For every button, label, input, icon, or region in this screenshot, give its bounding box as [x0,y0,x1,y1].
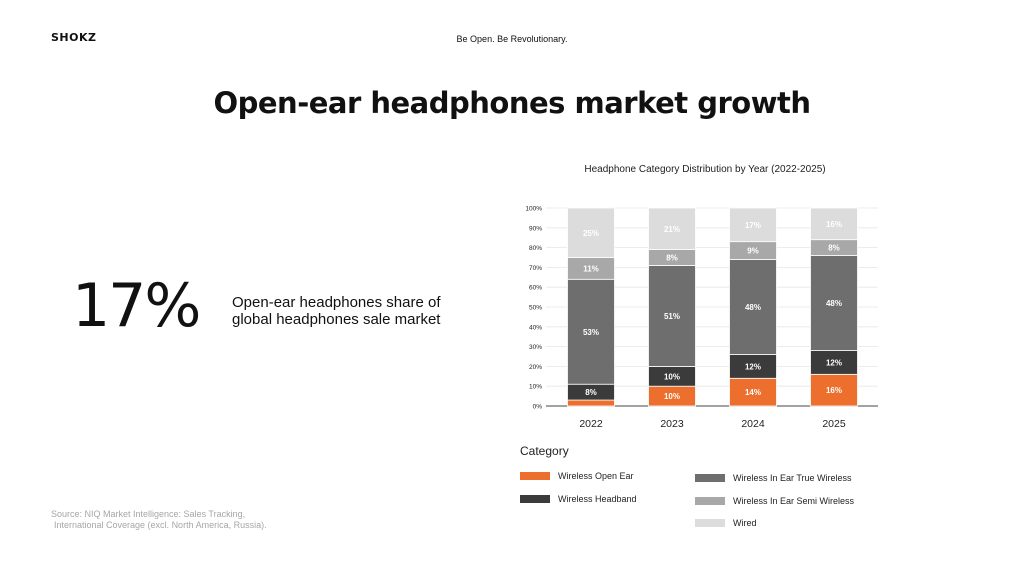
y-tick-label: 70% [529,265,542,272]
data-label: 21% [664,225,680,234]
data-label: 10% [664,372,680,381]
legend-label: Wireless In Ear Semi Wireless [733,496,855,506]
legend-label: Wireless Headband [558,494,637,504]
data-label: 17% [745,221,761,230]
legend-swatch [695,497,725,505]
data-label: 10% [664,392,680,401]
bar-segment [567,278,615,385]
y-tick-label: 0% [533,404,543,411]
legend-swatch [520,495,550,503]
shokz-logo: SHOKZ [51,31,97,44]
bar-segment [567,399,615,407]
data-label: 16% [826,220,842,229]
data-label: 53% [583,328,599,337]
data-label: 48% [826,299,842,308]
chart-title: Headphone Category Distribution by Year … [584,164,826,175]
x-tick-label: 2024 [741,418,765,430]
data-label: 8% [666,254,678,263]
x-tick-label: 2025 [822,418,846,430]
stat-description: Open-ear headphones share of global head… [232,294,441,328]
legend-label: Wireless In Ear True Wireless [733,473,852,483]
x-tick-label: 2023 [660,418,684,430]
bar-segment [810,255,858,351]
data-label: 25% [583,229,599,238]
data-label: 12% [745,362,761,371]
data-label: 9% [747,247,759,256]
y-tick-label: 80% [529,245,542,252]
bar-segment [729,207,777,243]
legend-title: Category [520,444,569,458]
data-label: 14% [745,388,761,397]
data-label: 11% [583,264,599,273]
stat-value: 17% [72,271,201,341]
source-line-2: International Coverage (excl. North Amer… [54,520,267,530]
y-tick-label: 40% [529,324,542,331]
data-label: 48% [745,303,761,312]
data-label: 16% [826,386,842,395]
legend-swatch [695,474,725,482]
page-title: Open-ear headphones market growth [213,86,811,120]
data-label: 8% [585,388,597,397]
bar-segment [567,207,615,258]
data-label: 12% [826,358,842,367]
bar-segment [648,265,696,367]
y-tick-label: 60% [529,285,542,292]
y-tick-label: 20% [529,364,542,371]
source-line-1: Source: NIQ Market Intelligence: Sales T… [51,509,246,519]
data-label: 51% [664,312,680,321]
y-tick-label: 50% [529,305,542,312]
legend-label: Wireless Open Ear [558,471,634,481]
y-tick-label: 100% [525,206,542,213]
tagline: Be Open. Be Revolutionary. [456,34,568,44]
y-tick-label: 90% [529,225,542,232]
bar-segment [810,207,858,241]
source-note: Source: NIQ Market Intelligence: Sales T… [51,509,371,531]
y-tick-label: 30% [529,344,542,351]
bar-segment [810,373,858,407]
bar-segment [729,259,777,355]
legend-swatch [520,472,550,480]
data-label: 8% [828,244,840,253]
y-tick-label: 10% [529,384,542,391]
x-tick-label: 2022 [579,418,603,430]
bar-segment [729,377,777,407]
legend-swatch [695,519,725,527]
bar-segment [648,207,696,250]
legend-label: Wired [733,518,757,528]
